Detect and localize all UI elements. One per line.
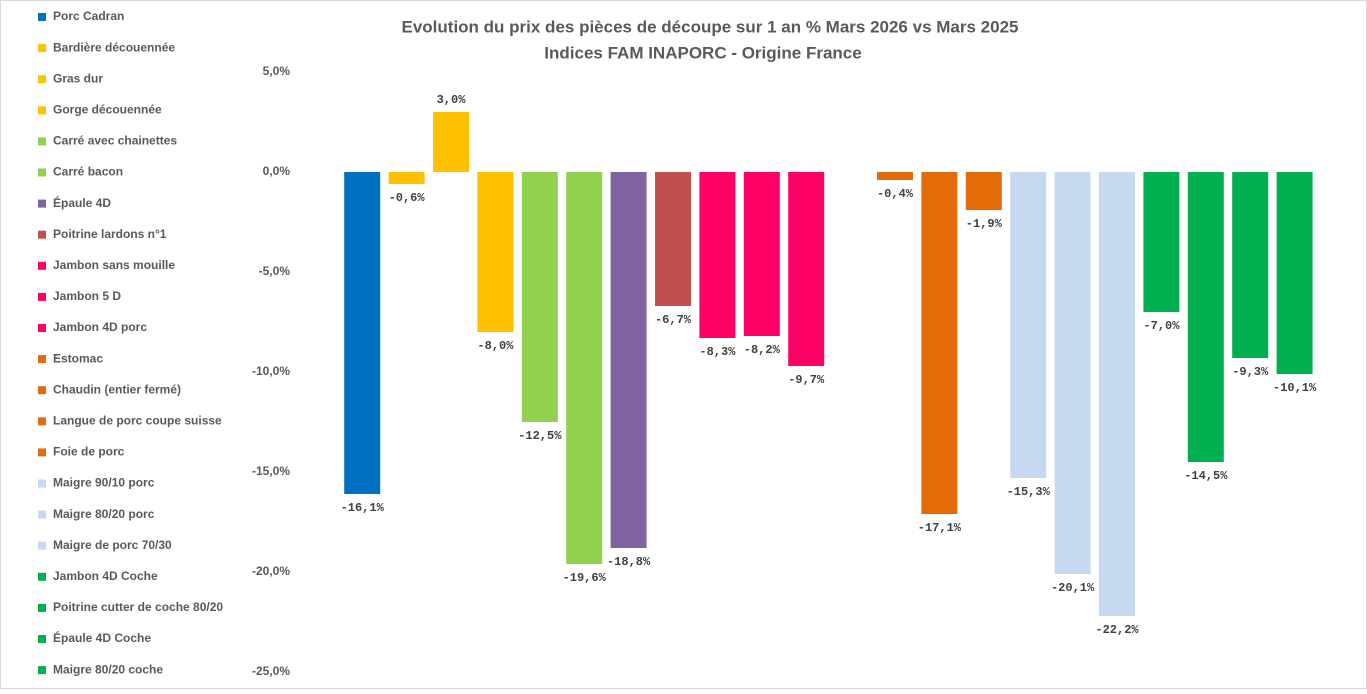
value-label: -12,5% [518,429,562,443]
legend-label: Maigre 90/10 porc [53,476,155,490]
y-tick-label: -5,0% [259,264,291,278]
value-label: -14,5% [1184,469,1228,483]
value-label: -9,3% [1232,365,1269,379]
y-tick-label: 0,0% [263,164,291,178]
legend-swatch [38,137,46,146]
legend-label: Épaule 4D [53,195,111,210]
bar [921,172,958,514]
legend-label: Poitrine cutter de coche 80/20 [53,600,223,614]
value-label: -1,9% [966,217,1003,231]
value-label: -6,7% [655,313,692,327]
value-label: -7,0% [1143,319,1180,333]
legend-label: Langue de porc coupe suisse [53,413,222,427]
value-label: -8,3% [699,345,736,359]
legend-swatch [38,292,46,301]
legend-swatch [38,479,46,488]
bar [788,172,825,366]
legend-swatch [38,510,46,519]
bar [655,172,691,306]
bar [1099,172,1135,616]
legend-label: Jambon 4D porc [53,320,147,334]
bar [877,172,913,180]
legend-label: Maigre 80/20 coche [53,662,163,676]
legend-swatch [38,261,46,270]
legend-swatch [38,355,46,364]
legend-label: Carré avec chainettes [53,134,177,148]
legend-label: Chaudin (entier fermé) [53,382,181,396]
legend-swatch [38,324,46,332]
bar [965,172,1002,210]
legend-swatch [38,572,46,581]
legend-label: Jambon sans mouille [53,258,175,272]
bar [699,172,736,338]
y-tick-label: -10,0% [252,364,290,378]
legend-swatch [38,75,46,84]
value-label: -16,1% [341,501,385,515]
legend-label: Estomac [53,351,103,365]
bar [1232,172,1269,358]
value-label: -8,0% [477,339,514,353]
value-label: -10,1% [1273,381,1317,395]
legend-label: Foie de porc [53,445,125,459]
legend-swatch [38,635,46,643]
bar [1054,172,1091,574]
legend-label: Poitrine lardons n°1 [53,227,167,241]
value-label: -0,4% [877,187,914,201]
value-label: -15,3% [1007,485,1051,499]
legend-swatch [38,168,46,177]
bar [388,172,425,184]
chart-title: Evolution du prix des pièces de découpe … [402,17,1019,36]
legend-label: Porc Cadran [53,9,124,23]
legend-label: Carré bacon [53,165,123,179]
value-label: -20,1% [1051,581,1095,595]
value-label: -18,8% [607,555,651,569]
legend-label: Gorge découennée [53,102,162,116]
bar [1010,172,1047,478]
bar [610,172,647,548]
legend-swatch [38,448,46,457]
legend-label: Épaule 4D Coche [53,630,151,645]
legend-swatch [38,13,46,21]
bar [1187,172,1224,462]
legend-swatch [38,666,46,675]
value-label: -9,7% [788,373,825,387]
bar [1143,172,1180,312]
value-label: -0,6% [389,191,426,205]
legend-label: Jambon 5 D [53,289,121,303]
legend-swatch [38,541,46,550]
bar [433,112,469,172]
y-tick-label: -25,0% [252,664,290,678]
value-label: -8,2% [744,343,781,357]
legend-swatch [38,603,46,612]
bar [743,172,780,336]
bar [521,172,558,422]
value-label: -19,6% [563,571,607,585]
value-label: -22,2% [1095,623,1139,637]
legend-swatch [38,199,46,208]
legend-swatch [38,386,46,395]
y-tick-label: -20,0% [252,564,290,578]
legend-swatch [38,230,46,239]
legend-swatch [38,417,46,426]
bar [477,172,514,332]
legend-label: Bardière découennée [53,40,175,54]
bar [344,172,381,494]
legend-label: Maigre de porc 70/30 [53,538,172,552]
bar [566,172,603,564]
legend-label: Maigre 80/20 porc [53,507,155,521]
y-tick-label: -15,0% [252,464,290,478]
value-label: -17,1% [918,521,962,535]
chart-subtitle: Indices FAM INAPORC - Origine France [544,43,861,62]
value-label: 3,0% [437,93,467,107]
legend-label: Jambon 4D Coche [53,569,158,583]
legend-swatch [38,44,46,53]
bar [1276,172,1313,374]
y-tick-label: 5,0% [263,64,291,78]
legend-swatch [38,106,46,115]
legend-label: Gras dur [53,71,103,85]
